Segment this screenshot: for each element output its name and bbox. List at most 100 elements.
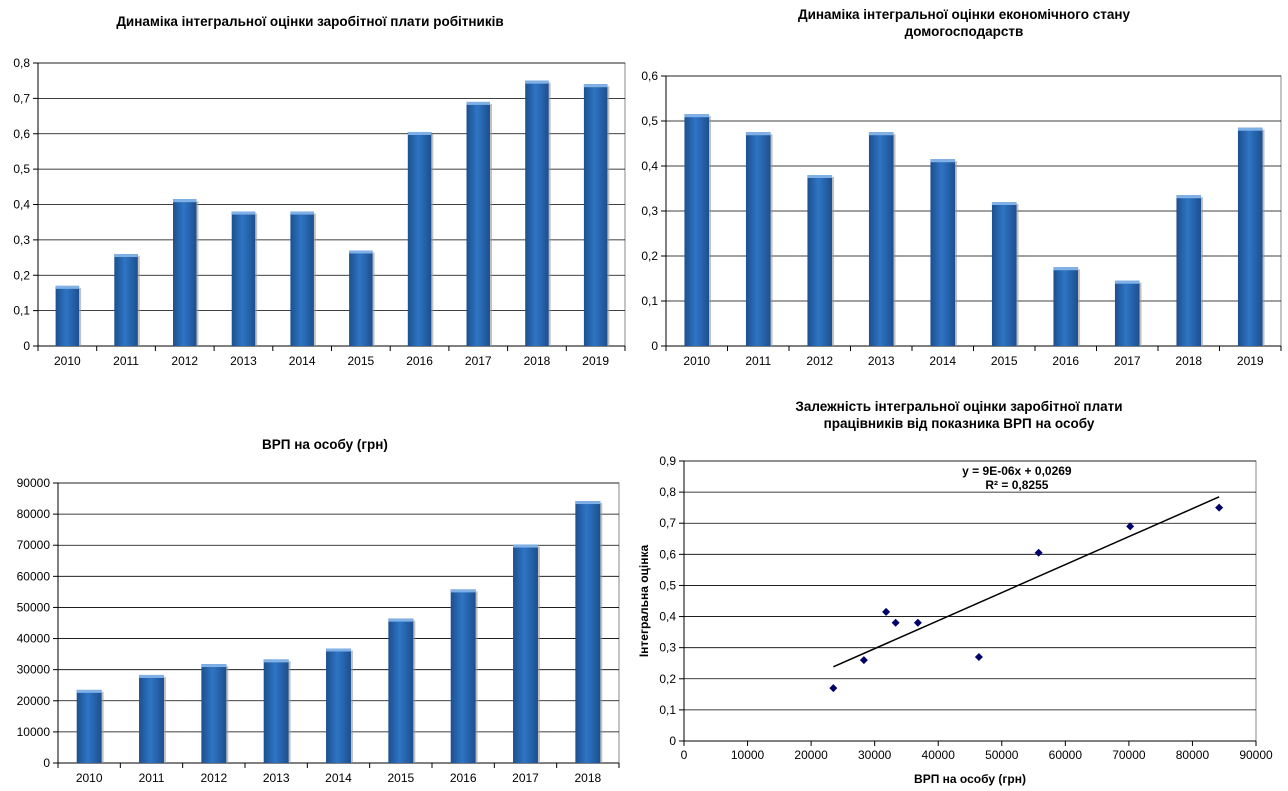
- y-tick-label: 0,4: [13, 198, 30, 212]
- scatter-chart: 0 0,1 0,2 0,3 0,4 0,5 0,6 0,7 0,8 0,9 0 10000 20000 3…: [637, 454, 1273, 786]
- y-tick-label: 80000: [17, 507, 51, 521]
- plot-area: 0 0,1 0,2 0,3 0,4 0,5 0,6 2010 2011 2012 2013 2014 2…: [641, 69, 1282, 368]
- y-tick-label: 0,7: [659, 516, 676, 530]
- bar-top: [114, 254, 138, 258]
- x-tick-label: 2018: [574, 771, 601, 785]
- data-point: [891, 618, 900, 627]
- bar-top: [466, 101, 490, 105]
- y-tick-label: 0: [43, 756, 50, 770]
- bar: [513, 544, 538, 763]
- bar: [55, 285, 80, 346]
- bar-top: [290, 211, 314, 215]
- bar: [326, 648, 351, 763]
- x-tick-label: 2014: [325, 771, 352, 785]
- chart-title: Динаміка інтегральної оцінки заробітної …: [116, 14, 504, 29]
- x-tick-label: 2011: [745, 354, 771, 368]
- bar: [76, 689, 102, 763]
- x-tick-label: 2014: [289, 354, 316, 368]
- plot-border: [683, 460, 1257, 742]
- bar-top: [263, 659, 289, 663]
- y-tick-label: 50000: [17, 600, 51, 614]
- data-point: [829, 684, 838, 693]
- chart-household-index: Динаміка інтегральної оцінки економічног…: [640, 0, 1288, 395]
- bar: [745, 132, 771, 346]
- y-tick-label: 0,5: [659, 578, 676, 592]
- y-tick-label: 0,8: [659, 485, 676, 499]
- y-axis-title: Інтегральна оцінка: [637, 544, 651, 657]
- x-tick-label: 2012: [171, 354, 198, 368]
- y-tick-label: 10000: [17, 725, 51, 739]
- bar-top: [807, 175, 833, 178]
- bar-top: [525, 80, 549, 84]
- bar-top: [1176, 195, 1202, 199]
- y-tick-label: 0,6: [641, 69, 658, 83]
- bar: [349, 250, 373, 346]
- bar-top: [868, 132, 894, 136]
- bar-top: [1237, 127, 1263, 131]
- y-tick-label: 30000: [17, 663, 51, 677]
- bar-top: [201, 664, 227, 668]
- bar: [1053, 267, 1079, 346]
- y-tick-label: 0,5: [13, 162, 30, 176]
- x-tick-label: 80000: [1176, 748, 1210, 762]
- x-axis-title: ВРП на особу (грн): [914, 772, 1026, 786]
- x-tick-label: 2015: [387, 771, 414, 785]
- bar: [388, 618, 414, 763]
- x-tick-label: 2017: [465, 354, 492, 368]
- x-tick-label: 2014: [929, 354, 956, 368]
- bar-top: [326, 648, 351, 652]
- bar-top: [575, 501, 601, 505]
- x-tick-label: 2016: [450, 771, 477, 785]
- y-tick-label: 0: [669, 734, 676, 748]
- trendline: [833, 496, 1220, 668]
- data-point: [882, 607, 891, 616]
- bar-top: [583, 84, 608, 88]
- x-tick-label: 60000: [1049, 748, 1083, 762]
- chart-grp-per-capita: ВРП на особу (грн) 0 10000 20000 30000 40000…: [0, 395, 640, 791]
- x-tick-label: 2017: [1114, 354, 1141, 368]
- x-tick-label: 2013: [868, 354, 895, 368]
- x-tick-label: 2019: [1237, 354, 1264, 368]
- y-tick-label: 20000: [17, 694, 51, 708]
- y-tick-label: 0,6: [659, 547, 676, 561]
- bar-top: [684, 114, 710, 118]
- x-tick-label: 40000: [922, 748, 956, 762]
- y-tick-label: 0: [651, 339, 658, 353]
- bar-top: [231, 211, 256, 215]
- trendline-equation: y = 9E-06x + 0,0269: [962, 464, 1072, 478]
- bar: [201, 664, 227, 763]
- r-squared-label: R² = 0,8255: [985, 478, 1048, 492]
- x-tick-label: 2016: [1052, 354, 1079, 368]
- bar: [1114, 280, 1140, 346]
- y-tick-label: 0,4: [659, 610, 676, 624]
- bar: [575, 501, 601, 763]
- y-tick-label: 0,2: [659, 672, 676, 686]
- bar: [1237, 127, 1263, 346]
- chart-wage-index: Динаміка інтегральної оцінки заробітної …: [0, 0, 640, 395]
- bar: [263, 659, 289, 763]
- y-tick-label: 0,6: [13, 127, 30, 141]
- bar-top: [991, 202, 1017, 205]
- bar: [930, 159, 956, 346]
- bar: [139, 674, 164, 763]
- bar-top: [1114, 280, 1140, 284]
- x-tick-label: 90000: [1239, 748, 1273, 762]
- y-tick-label: 0,1: [641, 294, 658, 308]
- y-tick-label: 0,3: [13, 233, 30, 247]
- bar: [114, 254, 138, 346]
- x-tick-label: 2011: [139, 771, 165, 785]
- y-tick-label: 0,8: [13, 56, 30, 70]
- data-point: [1215, 503, 1224, 512]
- x-tick-label: 2010: [683, 354, 710, 368]
- bar-top: [55, 285, 80, 289]
- bar: [684, 114, 710, 346]
- y-tick-label: 0,7: [13, 91, 30, 105]
- data-point: [1034, 548, 1043, 557]
- x-tick-label: 2013: [230, 354, 257, 368]
- chart-title: Динаміка інтегральної оцінки економічног…: [797, 7, 1131, 39]
- data-point: [974, 653, 983, 661]
- plot-area: 0 0,1 0,2 0,3 0,4 0,5 0,6 0,7 0,8 0,9 0 10000 20000 3…: [659, 454, 1273, 762]
- x-tick-label: 2010: [76, 771, 103, 785]
- bar: [1176, 195, 1202, 346]
